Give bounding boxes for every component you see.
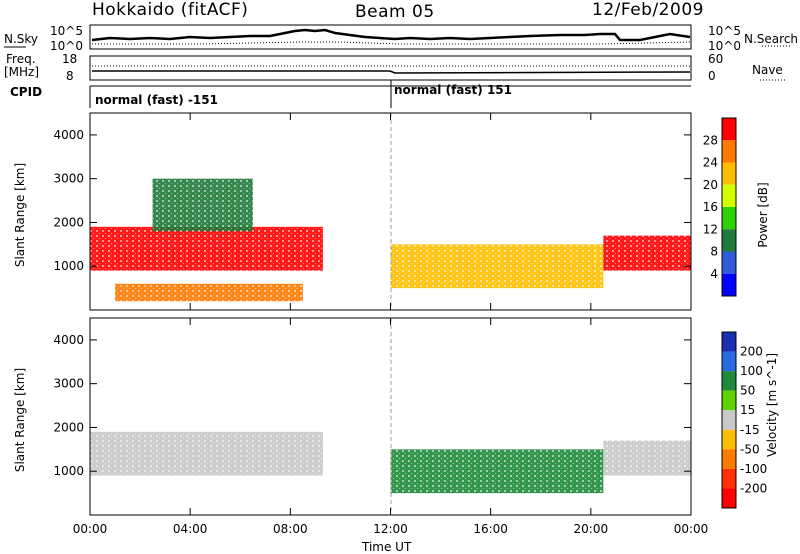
velocity-colorbar-swatch (722, 429, 736, 450)
y-tick-label: 2000 (53, 215, 84, 229)
nsearch-label: N.Search (744, 32, 799, 46)
power-colorbar-swatch (722, 162, 736, 185)
scatter-texture (152, 178, 253, 232)
freq-tick-bottom: 8 (66, 69, 74, 83)
y-tick-label: 4000 (53, 128, 84, 142)
velocity-colorbar-tick: 15 (740, 403, 755, 417)
power-colorbar-swatch (722, 251, 736, 274)
nsearch-tick-bottom: 10^0 (708, 39, 741, 53)
velocity-colorbar-swatch (722, 371, 736, 391)
power-colorbar-tick: 20 (703, 178, 718, 192)
y-tick-label: 4000 (53, 333, 84, 347)
velocity-colorbar-swatch (722, 488, 736, 508)
y-tick-label: 1000 (53, 259, 84, 273)
scatter-texture (390, 244, 604, 289)
y-tick-label: 3000 (53, 377, 84, 391)
date-title: 12/Feb/2009 (592, 0, 704, 20)
y-tick-label: 1000 (53, 464, 84, 478)
x-tick-label: 12:00 (373, 522, 408, 536)
velocity-colorbar-swatch (722, 351, 736, 372)
freq-label: Freq. (6, 52, 36, 66)
beam-title: Beam 05 (355, 2, 435, 22)
freq-tick-top: 18 (62, 52, 78, 66)
power-colorbar-tick: 24 (703, 156, 718, 170)
x-tick-label: 00:00 (73, 522, 108, 536)
power-colorbar-tick: 8 (710, 245, 718, 259)
nsky-label: N.Sky (4, 32, 39, 46)
cpid-left-mode: normal (fast) -151 (95, 93, 218, 107)
power-colorbar-swatch (722, 229, 736, 252)
scatter-texture (90, 431, 323, 476)
nsky-tick-top: 10^5 (50, 24, 83, 38)
scatter-texture (390, 449, 604, 494)
nave-tick-top: 60 (708, 52, 724, 66)
power-colorbar-tick: 12 (703, 222, 718, 236)
freq-unit-label: [MHz] (4, 65, 40, 79)
velocity-colorbar-tick: -50 (740, 442, 760, 456)
velocity-colorbar-swatch (722, 390, 736, 411)
scatter-texture (603, 440, 691, 476)
nave-tick-bottom: 0 (708, 69, 716, 83)
velocity-colorbar-swatch (722, 468, 736, 489)
cpid-label: CPID (10, 85, 43, 99)
x-tick-label: 08:00 (273, 522, 308, 536)
nave-label: Nave (752, 63, 783, 77)
power-colorbar-tick: 28 (703, 133, 718, 147)
velocity-colorbar-swatch (722, 410, 736, 430)
power-colorbar-swatch (722, 273, 736, 296)
power-colorbar-frame (721, 117, 737, 297)
power-colorbar-swatch (722, 207, 736, 230)
nsky-tick-bottom: 10^0 (50, 39, 83, 53)
x-tick-label: 16:00 (473, 522, 508, 536)
scatter-texture (603, 235, 691, 271)
station-title: Hokkaido (fitACF) (92, 0, 249, 20)
y-tick-label: 3000 (53, 172, 84, 186)
velocity-colorbar-tick: 200 (740, 345, 763, 359)
velocity-colorbar-tick: 50 (740, 384, 755, 398)
velocity-colorbar-tick: -15 (740, 423, 760, 437)
scatter-texture (115, 283, 303, 302)
time-xlabel: Time UT (362, 540, 412, 554)
power-colorbar-swatch (722, 118, 736, 141)
x-tick-label: 00:00 (674, 522, 709, 536)
velocity-colorbar-tick: -100 (740, 462, 767, 476)
cpid-right-mode: normal (fast) 151 (394, 83, 512, 97)
power-colorbar-swatch (722, 184, 736, 207)
x-tick-label: 20:00 (574, 522, 609, 536)
x-tick-label: 04:00 (173, 522, 208, 536)
velocity-colorbar-swatch (722, 332, 736, 352)
scatter-texture (90, 226, 323, 271)
velocity-colorbar-tick: 100 (740, 364, 763, 378)
power-colorbar-swatch (722, 140, 736, 163)
nsearch-tick-top: 10^5 (708, 24, 741, 38)
velocity-colorbar-tick: -200 (740, 481, 767, 495)
power-colorbar-tick: 4 (710, 267, 718, 281)
y-tick-label: 2000 (53, 420, 84, 434)
power-colorbar-tick: 16 (703, 200, 718, 214)
velocity-colorbar-frame (721, 331, 737, 509)
velocity-colorbar-swatch (722, 449, 736, 469)
